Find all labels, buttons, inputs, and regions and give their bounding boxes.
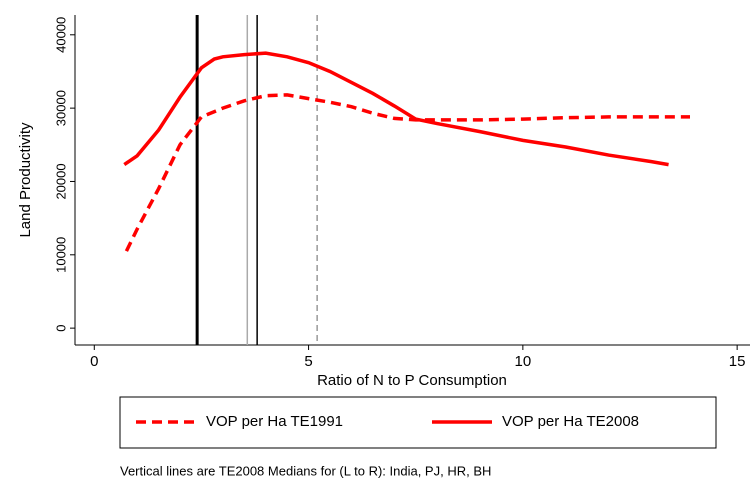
note: Vertical lines are TE2008 Medians for (L… xyxy=(120,463,491,478)
x-tick-label: 10 xyxy=(515,353,532,370)
x-tick-label: 0 xyxy=(90,353,98,370)
legend-label: VOP per Ha TE1991 xyxy=(206,413,343,430)
x-tick-label: 15 xyxy=(729,353,746,370)
x-axis-label: Ratio of N to P Consumption xyxy=(317,372,507,389)
x-tick-label: 5 xyxy=(304,353,312,370)
y-axis-label: Land Productivity xyxy=(17,122,34,238)
y-tick-label: 30000 xyxy=(53,90,68,126)
series-line xyxy=(124,93,690,252)
y-tick-label: 0 xyxy=(53,325,68,332)
legend-label: VOP per Ha TE2008 xyxy=(502,413,639,430)
series-line xyxy=(123,51,669,167)
y-tick-label: 40000 xyxy=(53,17,68,53)
y-tick-label: 10000 xyxy=(53,237,68,273)
legend-box xyxy=(119,396,717,449)
y-tick-label: 20000 xyxy=(53,163,68,199)
